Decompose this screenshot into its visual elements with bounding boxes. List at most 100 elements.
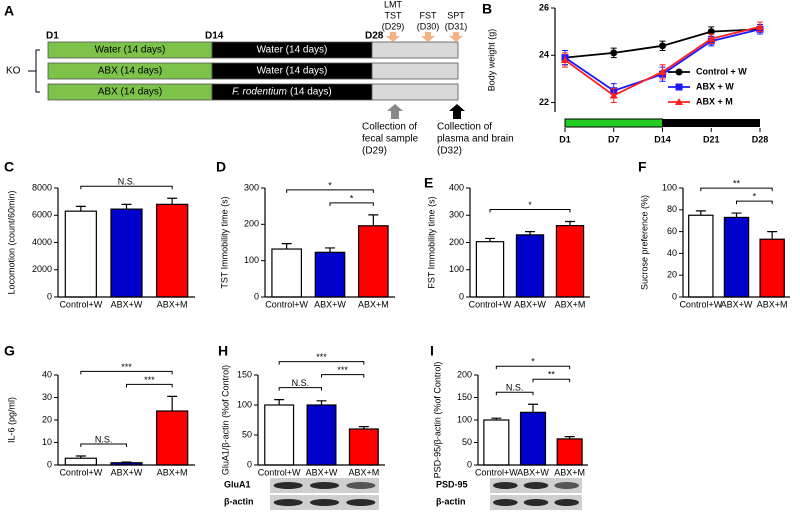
x-tick-label: ABX+W xyxy=(306,467,338,477)
y-tick-label: 20 xyxy=(667,270,677,280)
significance-bracket xyxy=(495,365,571,370)
x-tick-label: D7 xyxy=(608,134,620,144)
x-tick-label: ABX+W xyxy=(111,467,143,477)
significance-label: N.S. xyxy=(118,177,136,187)
panel-label: I xyxy=(430,343,434,359)
y-tick-label: 100 xyxy=(449,264,464,274)
row-label: (14 days) xyxy=(290,87,332,98)
group-label: KO xyxy=(6,66,21,77)
x-tick-label: ABX+M xyxy=(157,299,188,309)
row-label: ABX (14 days) xyxy=(98,87,162,98)
bar xyxy=(306,404,337,466)
bar xyxy=(64,457,97,466)
y-tick-label: 300 xyxy=(244,182,259,192)
significance-label: *** xyxy=(121,362,132,372)
blot-label: PSD-95 xyxy=(436,479,468,489)
marker xyxy=(707,34,716,42)
significance-bracket xyxy=(80,370,173,375)
marker xyxy=(675,68,683,76)
significance-bracket xyxy=(126,383,173,388)
y-tick-label: 80 xyxy=(667,204,677,214)
blot-band xyxy=(309,499,340,506)
y-axis-label: GluA1/β-actin (%of Control) xyxy=(220,365,230,475)
bar xyxy=(358,225,389,298)
x-tick-label: ABX+W xyxy=(517,467,549,477)
significance-label: * xyxy=(350,193,354,203)
blot-band xyxy=(273,482,303,489)
significance-label: *** xyxy=(337,365,348,375)
y-tick-label: 20 xyxy=(42,414,52,424)
blot-band xyxy=(554,482,579,489)
blot-label: β-actin xyxy=(224,496,254,506)
legend-label: ABX + W xyxy=(696,81,734,91)
y-tick-label: 24 xyxy=(539,50,549,60)
y-tick-label: 200 xyxy=(244,219,259,229)
y-tick-label: 150 xyxy=(457,392,472,402)
significance-bracket xyxy=(329,202,374,206)
y-axis-label: IL-6 (pg/ml) xyxy=(6,397,16,443)
significance-label: * xyxy=(531,357,535,367)
bar xyxy=(475,241,505,298)
y-tick-label: 100 xyxy=(457,414,472,424)
significance-bracket xyxy=(321,374,365,378)
bar xyxy=(723,216,750,298)
marker xyxy=(659,42,666,50)
x-tick-label: D14 xyxy=(654,134,671,144)
significance-label: N.S. xyxy=(506,383,524,393)
marker xyxy=(675,98,683,105)
bar xyxy=(483,419,510,466)
x-tick-label: D21 xyxy=(703,134,720,144)
day-label: D28 xyxy=(365,31,384,42)
error-bar xyxy=(274,399,285,405)
error-bar xyxy=(695,210,706,216)
x-tick-label: Control+W xyxy=(265,299,308,309)
bar xyxy=(314,251,346,298)
y-tick-label: 0 xyxy=(459,291,464,301)
significance-label: * xyxy=(753,191,757,201)
significance-bracket xyxy=(80,443,127,447)
bar xyxy=(156,203,189,298)
y-tick-label: 300 xyxy=(449,210,464,220)
y-tick-label: 0 xyxy=(247,459,252,469)
blot-band xyxy=(554,499,579,506)
significance-bracket xyxy=(495,391,534,396)
collection-label: Collection of xyxy=(437,122,492,133)
y-tick-label: 40 xyxy=(42,369,52,379)
row-label: Water (14 days) xyxy=(257,45,328,56)
row-label: Water (14 days) xyxy=(257,66,328,77)
x-tick-label: Control+W xyxy=(475,467,518,477)
y-tick-label: 10 xyxy=(42,437,52,447)
bar xyxy=(348,428,379,466)
bracket xyxy=(28,49,40,93)
significance-label: ** xyxy=(548,370,556,380)
error-bar xyxy=(167,395,178,411)
collection-label: Collection of xyxy=(362,122,417,133)
x-tick-label: ABX+M xyxy=(757,299,788,309)
x-tick-label: ABX+M xyxy=(555,299,586,309)
y-tick-label: 200 xyxy=(449,237,464,247)
error-bar xyxy=(121,203,132,210)
error-bar xyxy=(316,400,327,405)
y-tick-label: 0 xyxy=(47,459,52,469)
collection-label: fecal sample xyxy=(362,134,419,145)
panel-label: D xyxy=(216,159,226,175)
day-label: D1 xyxy=(46,31,59,42)
x-tick-label: Control+W xyxy=(258,467,301,477)
collection-arrow xyxy=(387,104,403,119)
y-axis-label: Sucrose preference (%) xyxy=(639,195,649,290)
blot-band xyxy=(493,482,518,489)
bar xyxy=(759,238,785,298)
blot-band xyxy=(273,499,303,506)
blot-label: β-actin xyxy=(436,496,466,506)
x-tick-label: ABX+W xyxy=(721,299,753,309)
y-axis-label: TST Immobility time (s) xyxy=(219,196,229,288)
y-tick-label: 30 xyxy=(42,392,52,402)
marker xyxy=(756,22,764,30)
y-tick-label: 0 xyxy=(254,291,259,301)
legend-label: ABX + M xyxy=(696,96,733,106)
marker xyxy=(561,56,569,63)
panel-label: F xyxy=(638,159,647,175)
collection-label: plasma and brain xyxy=(437,134,514,145)
y-tick-label: 26 xyxy=(539,2,549,12)
